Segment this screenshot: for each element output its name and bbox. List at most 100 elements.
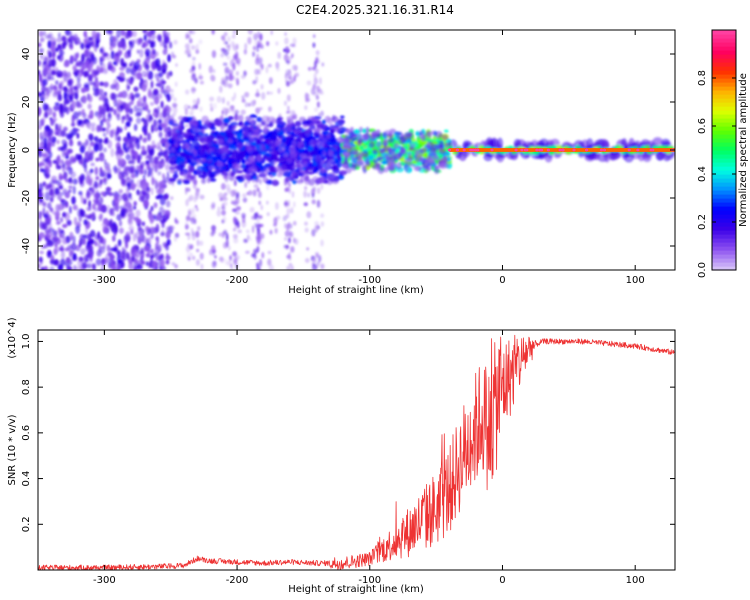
heatmap-cell [313, 77, 319, 85]
heatmap-cell [260, 239, 264, 245]
heatmap-cell [359, 159, 365, 166]
heatmap-cell [160, 160, 166, 165]
heatmap-cell [85, 43, 91, 49]
heatmap-cell [145, 50, 149, 56]
colorbar-step [712, 118, 736, 123]
heatmap-cell [240, 122, 247, 130]
heatmap-cell [572, 148, 576, 152]
heatmap-cell [300, 175, 305, 183]
heatmap-cell [195, 49, 200, 54]
heatmap-cell [58, 175, 64, 180]
heatmap-cell [292, 179, 297, 185]
heatmap-cell [190, 157, 199, 165]
heatmap-cell [257, 191, 262, 198]
heatmap-cell [311, 229, 316, 237]
heatmap-cell [171, 262, 176, 266]
heatmap-cell [133, 248, 138, 254]
heatmap-cell [283, 177, 290, 185]
heatmap-cell [172, 119, 178, 128]
heatmap-cell [115, 108, 121, 118]
x-tick-label: 100 [626, 275, 645, 286]
heatmap-cell [125, 153, 131, 161]
heatmap-cell [152, 214, 157, 220]
heatmap-cell [237, 163, 244, 170]
heatmap-cell [208, 165, 216, 171]
heatmap-cell [110, 224, 115, 232]
heatmap-cell [83, 49, 89, 58]
heatmap-cell [102, 229, 109, 233]
heatmap-cell [97, 231, 101, 240]
heatmap-cell [235, 51, 239, 59]
heatmap-cell [187, 168, 194, 174]
heatmap-cell [315, 50, 320, 56]
heatmap-cell [232, 110, 237, 116]
heatmap-cell [85, 175, 91, 185]
heatmap-cell [249, 206, 255, 213]
heatmap-cell [42, 78, 48, 87]
heatmap-cell [71, 100, 76, 110]
heatmap-cell [126, 82, 130, 92]
heatmap-cell [189, 134, 196, 139]
heatmap-cell [117, 158, 121, 167]
heatmap-cell [65, 151, 70, 156]
heatmap-cell [120, 58, 125, 67]
heatmap-cell [290, 149, 299, 157]
heatmap-cell [200, 174, 206, 179]
heatmap-cell [38, 42, 42, 48]
heatmap-cell [191, 179, 198, 184]
heatmap-cell [59, 103, 64, 112]
heatmap-cell [59, 217, 64, 223]
heatmap-cell [89, 109, 94, 119]
colorbar-step [712, 150, 736, 155]
heatmap-cell [117, 259, 123, 265]
y-tick-label: -20 [21, 190, 32, 206]
heatmap-cell [113, 196, 120, 207]
heatmap-cell [42, 202, 47, 208]
heatmap-cell [182, 178, 190, 184]
heatmap-cell [242, 132, 249, 138]
y-tick-label: 0.2 [21, 516, 32, 532]
heatmap-cell [244, 158, 253, 165]
heatmap-cell [78, 241, 82, 248]
heatmap-cell [46, 183, 53, 189]
heatmap-cell [73, 85, 78, 91]
heatmap-cell [143, 199, 150, 208]
heatmap-cell [38, 143, 41, 148]
heatmap-cell [78, 190, 83, 196]
heatmap-cell [165, 200, 171, 208]
colorbar-tick-label: 0.4 [697, 166, 708, 182]
heatmap-cell [38, 73, 43, 83]
heatmap-cell [68, 85, 72, 94]
heatmap-cell [49, 266, 55, 270]
heatmap-cell [95, 258, 102, 266]
heatmap-cell [285, 213, 290, 219]
heatmap-cell [125, 121, 131, 128]
heatmap-cell [54, 102, 60, 107]
heatmap-cell [81, 62, 85, 72]
heatmap-cell [57, 43, 62, 50]
heatmap-cell [225, 44, 230, 49]
heatmap-cell [254, 68, 259, 76]
heatmap-cell [215, 133, 222, 141]
heatmap-cell [45, 210, 50, 216]
heatmap-cell [130, 135, 137, 142]
heatmap-cell [223, 229, 228, 235]
heatmap-cell [200, 263, 204, 270]
heatmap-cell [221, 48, 226, 54]
heatmap-cell [189, 30, 193, 34]
y-tick-label: 0.6 [21, 425, 32, 441]
heatmap-cell [252, 80, 257, 85]
heatmap-cell [192, 56, 196, 61]
heatmap-cell [232, 141, 238, 145]
heatmap-cell [147, 228, 153, 234]
heatmap-cell [140, 180, 147, 190]
heatmap-cell [293, 201, 296, 208]
heatmap-cell [289, 43, 295, 47]
heatmap-cell [145, 261, 149, 266]
heatmap-cell [304, 258, 310, 264]
heatmap-cell [52, 235, 59, 243]
heatmap-cell [661, 138, 671, 148]
heatmap-cell [122, 102, 129, 110]
heatmap-cell [78, 176, 84, 185]
heatmap-cell [259, 40, 263, 47]
